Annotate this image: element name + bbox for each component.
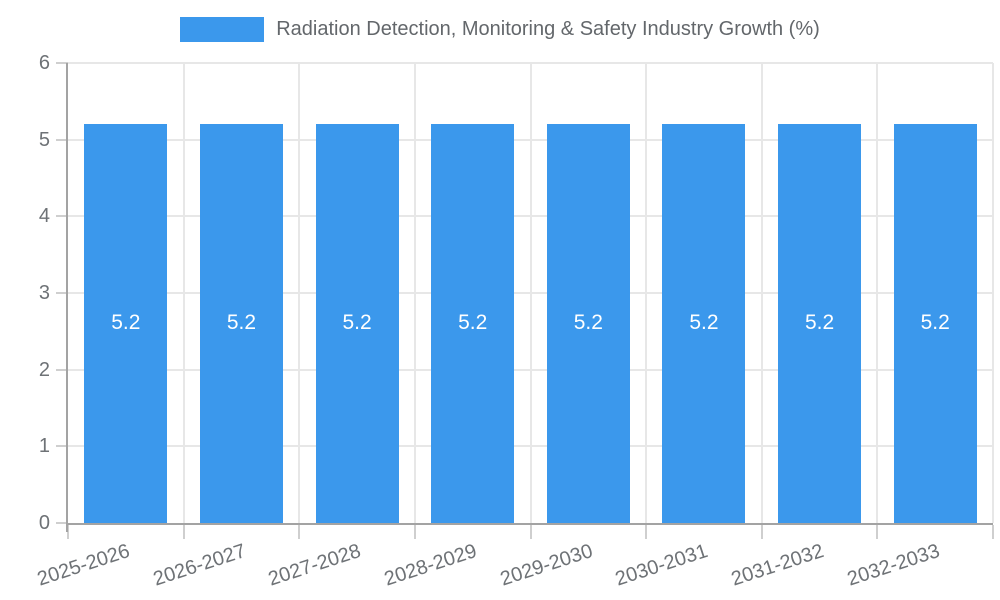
bar[interactable]: 5.2 [778,124,862,523]
bar-value-label: 5.2 [804,310,835,334]
bar[interactable]: 5.2 [199,124,283,523]
bar-value-label: 5.2 [458,310,488,334]
bar-value-label: 5.2 [689,310,719,334]
legend-label: Radiation Detection, Monitoring & Safety… [276,18,820,40]
legend-item[interactable]: Radiation Detection, Monitoring & Safety… [0,17,1000,42]
y-axis-tick [56,62,68,64]
y-tick-label: 5 [38,128,50,151]
x-tick-label: 2028-2029 [381,540,480,591]
x-tick-label: 2029-2030 [497,540,596,591]
bar[interactable]: 5.2 [662,124,746,523]
legend-swatch-icon [180,17,265,42]
bar-value-label: 5.2 [226,310,257,334]
y-tick-label: 2 [38,358,50,381]
y-axis-tick [56,138,68,141]
y-axis-tick [56,522,68,524]
x-axis-tick [67,525,69,539]
bar[interactable]: 5.2 [84,124,168,523]
x-tick-label: 2026-2027 [150,540,249,591]
y-axis-tick [56,215,68,218]
bar-value-label: 5.2 [111,310,141,334]
x-axis-tick [182,525,185,539]
v-gridline [529,63,532,523]
y-tick-label: 4 [38,205,50,228]
y-axis-tick [56,292,68,294]
x-tick-label: 2032-2033 [844,540,942,591]
v-gridline [992,63,994,523]
bar[interactable]: 5.2 [315,124,399,523]
x-tick-label: 2025-2026 [34,540,133,591]
x-axis-tick [529,525,532,539]
x-tick-label: 2031-2032 [728,540,827,591]
v-gridline [413,63,416,523]
y-axis-tick [56,368,68,371]
v-gridline [182,63,185,523]
x-tick-label: 2027-2028 [266,540,364,591]
y-tick-label: 3 [38,282,50,304]
plot-area: 5.2 5.2 5.2 5.2 5.2 5.2 5.2 5.2 0 1 2 3 4 5 6 2025-202… [35,52,994,590]
x-axis-tick [992,525,994,539]
y-tick-label: 6 [38,52,50,74]
v-gridline [760,63,763,523]
x-axis-tick [413,525,416,539]
v-gridline [876,63,879,523]
bar-value-label: 5.2 [342,310,372,334]
x-axis-tick [645,525,648,539]
y-tick-label: 0 [38,512,50,534]
x-axis-tick [760,525,763,539]
x-axis-line [66,523,993,525]
y-tick-label: 1 [38,435,50,458]
v-gridline [645,63,648,523]
bar-value-label: 5.2 [573,310,603,334]
v-gridline [298,63,301,523]
x-axis-tick [876,525,879,539]
bar[interactable]: 5.2 [893,124,977,523]
bar[interactable]: 5.2 [546,124,630,523]
bar-value-label: 5.2 [920,310,950,334]
y-axis-tick [56,445,68,448]
x-axis-tick [298,525,301,539]
y-axis-line [66,63,68,532]
bar[interactable]: 5.2 [431,124,515,523]
x-tick-label: 2030-2031 [612,540,711,591]
